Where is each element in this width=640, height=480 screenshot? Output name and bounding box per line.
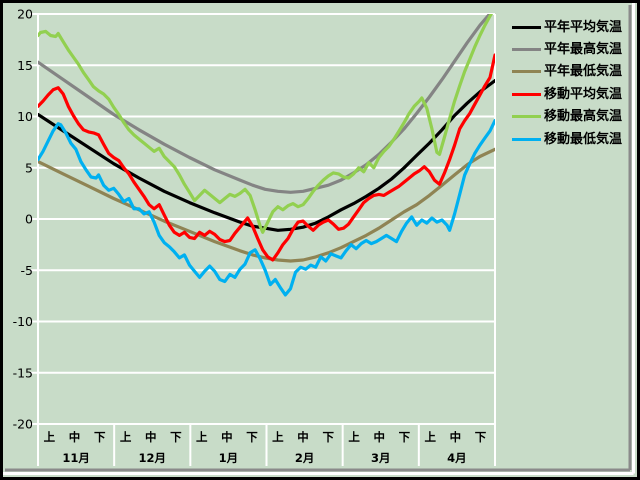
y-axis-tick-label: 0 [25,212,33,227]
legend-item-moving-max: 移動最高気温 [512,106,622,128]
legend-line-swatch-moving-average [512,92,541,96]
x-axis-period-label: 中 [145,430,157,444]
x-axis-month-label: 1月 [219,451,239,465]
x-axis-period-label: 中 [69,430,81,444]
legend-item-normal-average: 平年平均気温 [512,16,622,38]
legend-label: 平年最高気温 [544,42,623,58]
legend-label: 平年平均気温 [544,19,623,35]
x-axis-period-label: 下 [170,430,182,444]
y-axis-tick-label: -10 [13,314,33,329]
x-axis-period-label: 上 [425,430,437,444]
x-axis-month-label: 12月 [138,451,166,465]
legend-line-swatch-moving-max [512,115,541,119]
x-axis-period-label: 中 [450,430,462,444]
y-axis-tick-label: -20 [13,417,33,432]
legend-label: 平年最低気温 [544,64,623,80]
y-axis-tick-label: 15 [17,58,33,73]
x-axis-period-label: 下 [322,430,334,444]
legend-item-moving-average: 移動平均気温 [512,83,622,105]
x-axis-month-label: 2月 [295,451,315,465]
x-axis-period-label: 下 [246,430,258,444]
legend-item-normal-min: 平年最低気温 [512,61,622,83]
x-axis-period-label: 下 [94,430,106,444]
x-axis-period-label: 上 [348,430,360,444]
legend-label: 移動最低気温 [544,131,623,147]
x-axis-period-label: 上 [44,430,56,444]
y-axis-tick-label: 20 [17,7,33,22]
legend: 平年平均気温 平年最高気温 平年最低気温 移動平均気温 移動最高気温 移動最低気… [512,16,622,150]
x-axis-month-label: 11月 [62,451,90,465]
legend-item-moving-min: 移動最低気温 [512,128,622,150]
x-axis-period-label: 中 [297,430,309,444]
legend-line-swatch-normal-max [512,48,541,52]
y-axis-tick-label: -15 [13,365,33,380]
series-line-moving-max [38,14,494,234]
legend-label: 移動最高気温 [544,109,623,125]
legend-line-swatch-moving-min [512,137,541,141]
x-axis-month-label: 3月 [371,451,391,465]
x-axis-period-label: 上 [120,430,132,444]
y-axis-tick-label: -5 [21,263,33,278]
legend-label: 移動平均気温 [544,86,623,102]
x-axis-month-label: 4月 [447,451,467,465]
x-axis-period-label: 下 [475,430,487,444]
legend-line-swatch-normal-min [512,70,541,74]
x-axis-period-label: 上 [196,430,208,444]
frame-shadow [5,5,632,472]
series-line-moving-min [38,118,495,297]
legend-line-swatch-normal-average [512,25,541,29]
y-axis-tick-label: 5 [25,160,33,175]
frame-highlight [3,3,635,475]
x-axis-period-label: 中 [373,430,385,444]
y-axis-tick-label: 10 [17,109,33,124]
x-axis-period-label: 中 [221,430,233,444]
series-line-normal-min [38,147,495,263]
legend-item-normal-max: 平年最高気温 [512,38,622,60]
x-axis-period-label: 下 [399,430,411,444]
series-line-moving-average [38,53,495,262]
x-axis-period-label: 上 [272,430,284,444]
